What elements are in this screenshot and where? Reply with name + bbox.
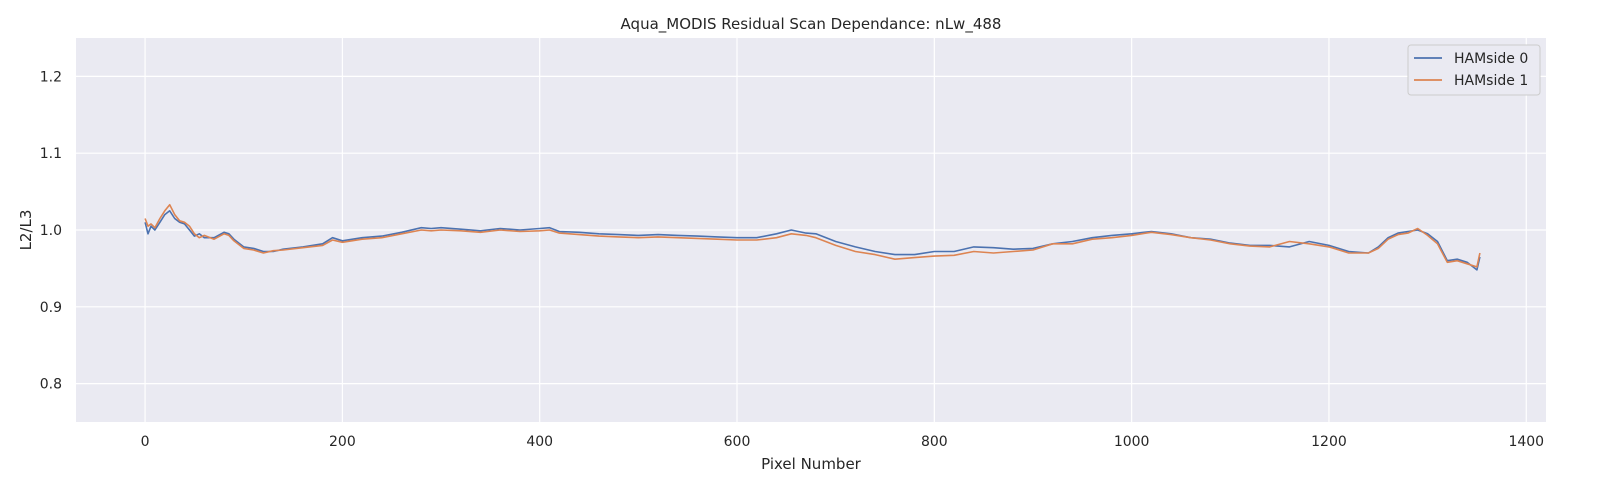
chart-title: Aqua_MODIS Residual Scan Dependance: nLw… bbox=[621, 15, 1002, 34]
x-tick-label: 0 bbox=[141, 434, 150, 450]
y-tick-label: 1.0 bbox=[40, 223, 62, 239]
x-tick-label: 1000 bbox=[1114, 434, 1150, 450]
series-line-0 bbox=[144, 210, 1481, 271]
ticks: 0 200 400 600 800 1000 1200 1400 0.8 0.9 1.0 1.1 1.2 bbox=[40, 69, 1544, 450]
series-layer bbox=[144, 203, 1481, 271]
legend-label-0: HAMside 0 bbox=[1454, 51, 1528, 67]
y-axis-label: L2/L3 bbox=[17, 210, 35, 251]
x-tick-label: 1400 bbox=[1508, 434, 1544, 450]
x-axis-label: Pixel Number bbox=[761, 455, 862, 473]
x-tick-label: 400 bbox=[526, 434, 553, 450]
x-tick-label: 600 bbox=[724, 434, 751, 450]
x-tick-label: 800 bbox=[921, 434, 948, 450]
y-tick-label: 1.1 bbox=[40, 146, 62, 162]
series-line-1 bbox=[144, 203, 1481, 268]
legend-label-1: HAMside 1 bbox=[1454, 73, 1528, 89]
y-tick-label: 0.8 bbox=[40, 377, 62, 393]
y-tick-label: 0.9 bbox=[40, 300, 62, 316]
x-tick-label: 200 bbox=[329, 434, 356, 450]
legend[interactable]: HAMside 0 HAMside 1 bbox=[1407, 44, 1541, 96]
y-tick-label: 1.2 bbox=[40, 69, 62, 85]
grid bbox=[76, 38, 1546, 422]
x-tick-label: 1200 bbox=[1311, 434, 1347, 450]
